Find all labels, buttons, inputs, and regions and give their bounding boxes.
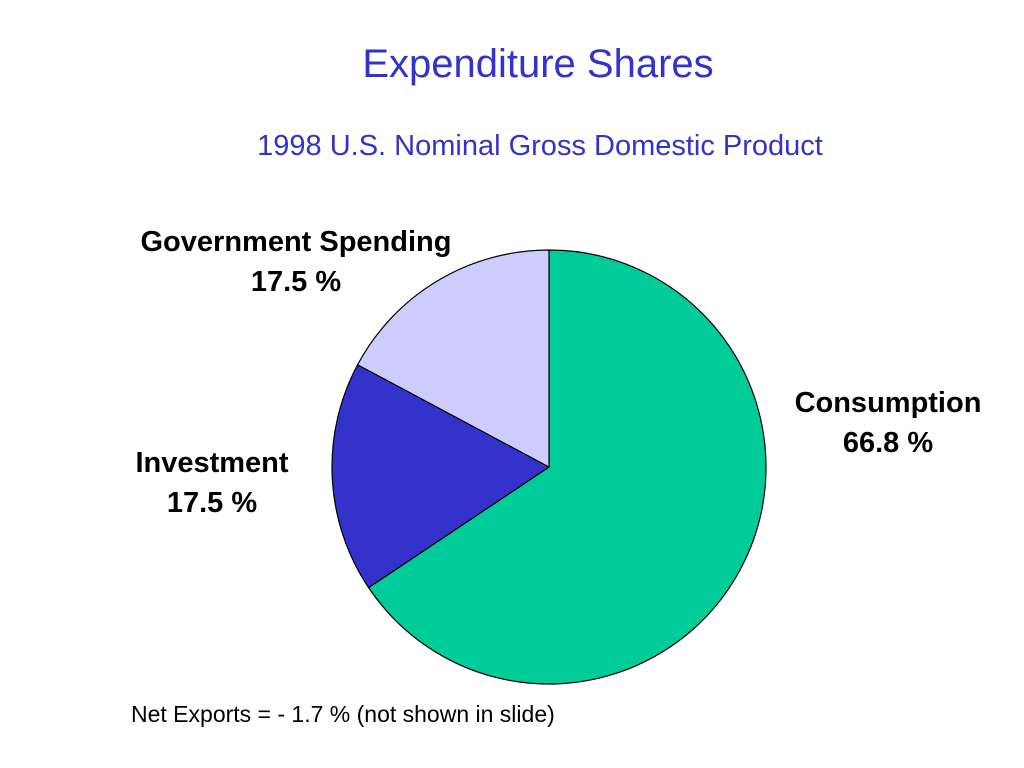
slide-title: Expenditure Shares	[362, 42, 714, 86]
government-spending-name: Government Spending	[140, 226, 452, 258]
consumption-label: Consumption 66.8 %	[738, 383, 1024, 463]
investment-label: Investment 17.5 %	[62, 443, 362, 523]
investment-value: 17.5 %	[166, 487, 258, 519]
net-exports-note: Net Exports = - 1.7 % (not shown in slid…	[131, 701, 555, 727]
consumption-value: 66.8 %	[842, 427, 934, 459]
pie-slice-investment	[331, 363, 551, 589]
pie-slice-consumption	[367, 249, 767, 685]
investment-name: Investment	[135, 447, 289, 479]
government-spending-value: 17.5 %	[250, 266, 342, 298]
pie-slice-government	[356, 249, 550, 469]
consumption-name: Consumption	[794, 387, 982, 419]
government-spending-label: Government Spending 17.5 %	[96, 222, 496, 302]
slide-subtitle: 1998 U.S. Nominal Gross Domestic Product	[257, 130, 823, 162]
